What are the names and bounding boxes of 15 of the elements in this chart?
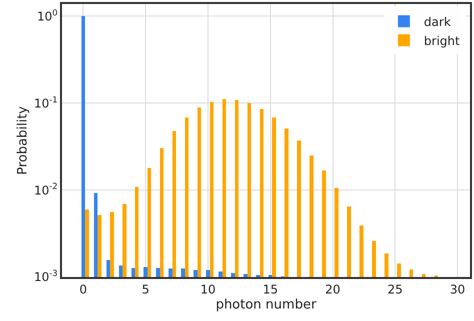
legend-label: bright	[424, 34, 460, 48]
y-tick-label: 10$^{0}$	[36, 7, 58, 24]
x-tick-label: 0	[79, 282, 88, 296]
x-tick-label: 30	[450, 282, 466, 296]
y-tick-label: 10$^{-2}$	[34, 181, 58, 198]
legend-label: dark	[424, 14, 451, 29]
x-tick-label: 20	[325, 282, 340, 296]
x-tick-label: 15	[262, 282, 278, 296]
y-axis-title: Probability	[15, 106, 30, 175]
x-tick-label: 10	[200, 282, 216, 296]
x-tick-label: 5	[142, 282, 150, 296]
x-axis-title: photon number	[216, 298, 317, 312]
y-tick-label: 10$^{-3}$	[34, 268, 58, 284]
y-tick-label: 10$^{-1}$	[34, 94, 58, 110]
x-tick-label: 25	[388, 282, 403, 296]
